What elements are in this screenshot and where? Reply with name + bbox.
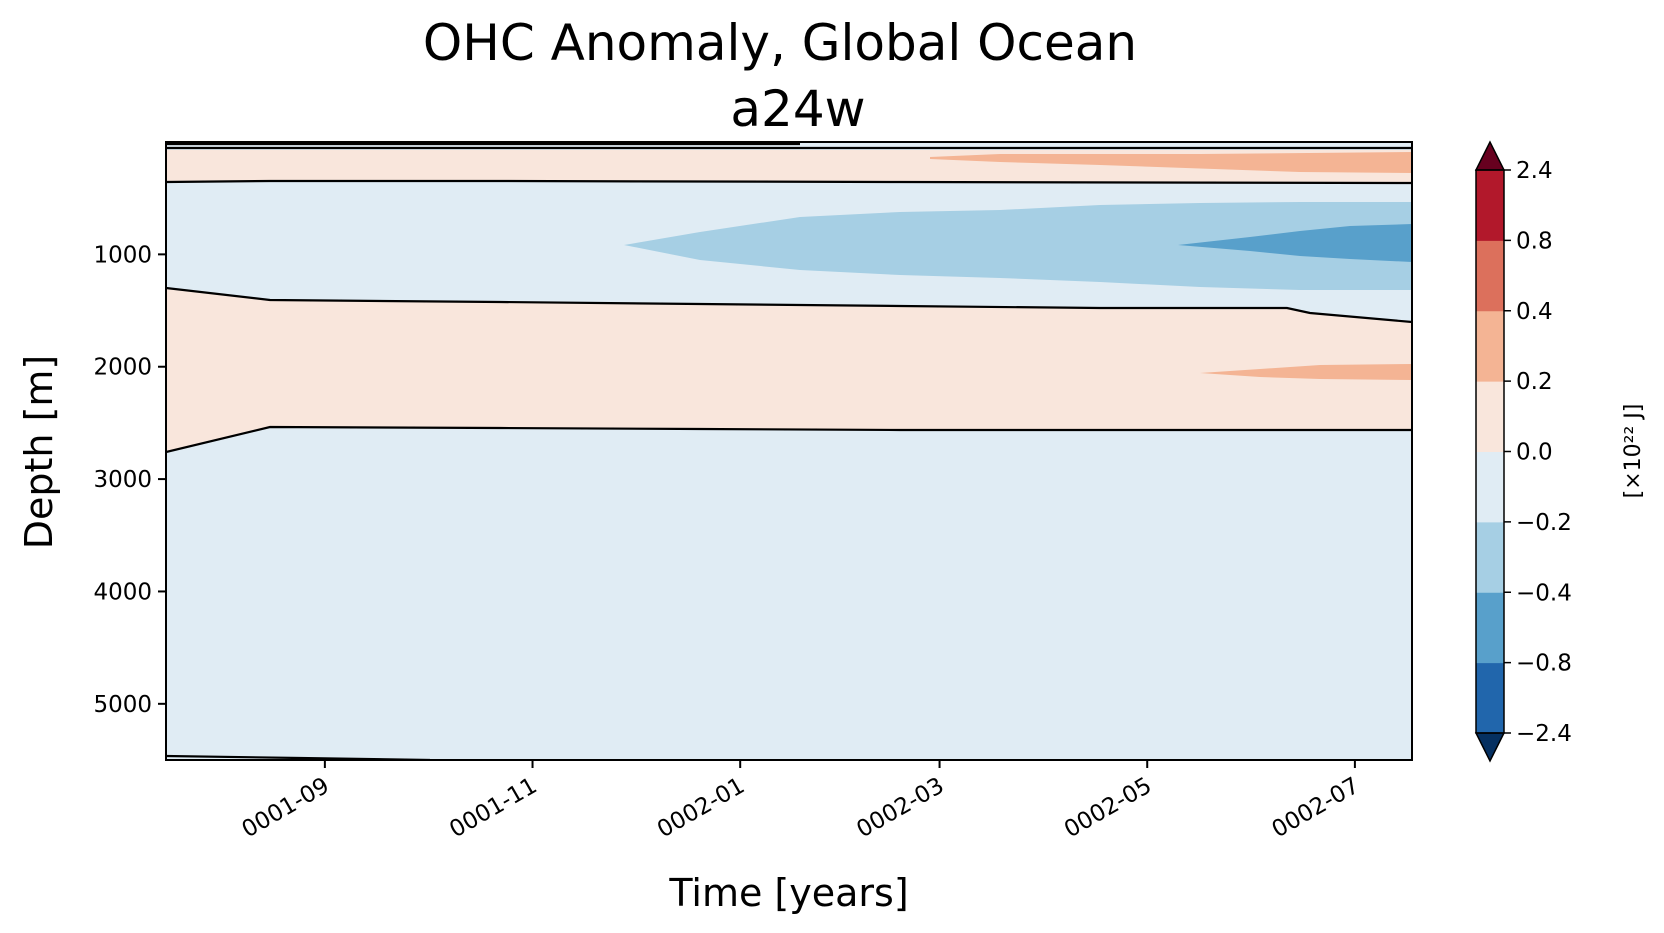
- contour-band-strong-negative: [1178, 224, 1412, 262]
- y-tick-label: 1000: [93, 242, 152, 268]
- y-axis-label: Depth [m]: [17, 355, 61, 550]
- colorbar-tick-label: 0.8: [1516, 228, 1553, 254]
- contour-fills: [166, 142, 1412, 760]
- colorbar-tick-label: 0.2: [1516, 369, 1553, 395]
- colorbar-tick-label: 0.4: [1516, 299, 1553, 325]
- contour-band-intermediate-positive: [166, 288, 1412, 452]
- x-tick-label: 0002-03: [852, 773, 948, 844]
- colorbar-band: [1476, 451, 1504, 523]
- colorbar: 2.4 0.8 0.4 0.2 0.0 −0.2 −0.4 −0.8 −2.4 [×10²² J…: [1474, 140, 1646, 763]
- y-ticks: 1000 2000 3000 4000 5000: [93, 242, 166, 718]
- y-tick-label: 5000: [93, 692, 152, 718]
- plot-frame: [165, 141, 1413, 761]
- colorbar-tick-label: −2.4: [1516, 721, 1572, 747]
- colorbar-band: [1476, 240, 1504, 312]
- colorbar-bands: [1476, 170, 1504, 734]
- chart-title: OHC Anomaly, Global Ocean: [423, 14, 1137, 72]
- x-ticks: 0001-09 0001-11 0002-01 0002-03 0002-05 0002-…: [238, 760, 1364, 843]
- colorbar-band: [1476, 381, 1504, 452]
- contour-band-surface-strong-positive: [930, 152, 1412, 173]
- colorbar-under-triangle: [1474, 732, 1506, 763]
- colorbar-tick-label: −0.4: [1516, 580, 1572, 606]
- colorbar-band: [1476, 310, 1504, 382]
- x-tick-label: 0001-09: [238, 773, 334, 844]
- colorbar-tick-label: 0.0: [1516, 440, 1553, 466]
- colorbar-band: [1476, 662, 1504, 734]
- colorbar-over-triangle: [1474, 140, 1506, 171]
- colorbar-label: [×10²² J]: [1621, 404, 1646, 499]
- colorbar-band: [1476, 170, 1504, 241]
- contour-line-upper: [166, 179, 1412, 185]
- plot-area: [165, 141, 1413, 761]
- colorbar-band: [1476, 521, 1504, 593]
- y-tick-label: 2000: [93, 355, 152, 381]
- chart-subtitle: a24w: [730, 80, 865, 138]
- x-tick-label: 0002-05: [1060, 773, 1156, 844]
- x-axis: 0001-09 0001-11 0002-01 0002-03 0002-05 0002-…: [238, 760, 1364, 915]
- y-tick-label: 3000: [93, 467, 152, 493]
- x-tick-label: 0002-01: [653, 773, 749, 844]
- x-axis-label: Time [years]: [668, 871, 908, 915]
- contour-line-middle: [166, 286, 1412, 324]
- colorbar-tick-label: −0.2: [1516, 510, 1572, 536]
- x-tick-label: 0002-07: [1268, 773, 1364, 844]
- contour-band-intermediate-strong-positive: [1200, 364, 1412, 380]
- colorbar-band: [1476, 592, 1504, 664]
- colorbar-ticks: 2.4 0.8 0.4 0.2 0.0 −0.2 −0.4 −0.8 −2.4: [1504, 158, 1572, 747]
- y-axis: 1000 2000 3000 4000 5000 Depth [m]: [17, 242, 166, 718]
- contour-band-mid-negative: [624, 202, 1412, 290]
- y-tick-label: 4000: [93, 579, 152, 605]
- colorbar-tick-label: −0.8: [1516, 651, 1572, 677]
- contour-line-lower: [166, 425, 1412, 454]
- colorbar-tick-label: 2.4: [1516, 158, 1553, 184]
- x-tick-label: 0001-11: [445, 773, 541, 844]
